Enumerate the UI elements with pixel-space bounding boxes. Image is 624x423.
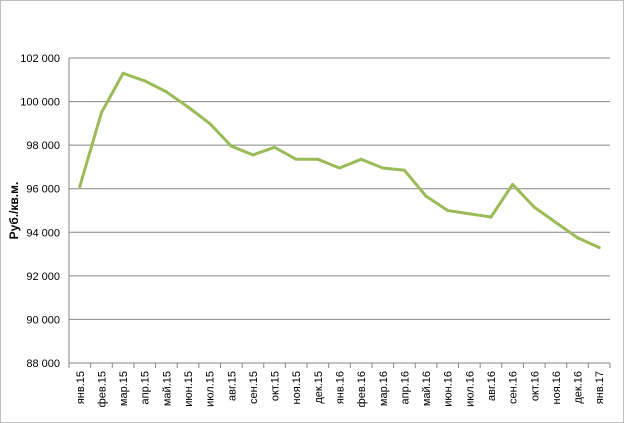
gridlines [69, 57, 610, 320]
y-tick-label: 88 000 [26, 358, 60, 370]
data-point [186, 105, 190, 109]
data-point [78, 185, 82, 189]
x-tick-label: июн.15 [183, 371, 195, 407]
x-tick-label: мар.16 [378, 371, 390, 406]
x-tick-label: ноя.16 [551, 371, 563, 404]
data-point [164, 90, 168, 94]
x-tick-label: янв.15 [75, 371, 87, 404]
data-point [273, 145, 277, 149]
data-point [381, 166, 385, 170]
x-tick-label: янв.16 [335, 371, 347, 404]
data-point [359, 157, 363, 161]
data-point [208, 121, 212, 125]
y-axis-label: Руб./кв.м. [7, 182, 21, 240]
axes [68, 58, 611, 368]
y-tick-label: 90 000 [26, 314, 60, 326]
data-point [229, 144, 233, 148]
series-layer [78, 71, 601, 250]
data-point [446, 209, 450, 212]
data-point [576, 236, 580, 240]
x-tick-label: мар.15 [118, 371, 130, 406]
x-tick-label: окт.16 [529, 371, 541, 401]
x-tick-label: авг.15 [226, 371, 238, 401]
y-tick-labels: 88 000 90 000 92 000 94 000 96 000 98 000 100 … [20, 53, 60, 370]
series-line [78, 71, 601, 249]
data-point [597, 246, 601, 250]
x-tick-label: янв.17 [594, 371, 606, 404]
data-point [532, 205, 536, 209]
x-tick-label: дек.15 [313, 371, 325, 404]
y-tick-label: 100 000 [20, 97, 60, 109]
x-tick-label: май.16 [421, 371, 433, 406]
data-point [251, 153, 255, 157]
x-tick-labels: янв.15 фев.15 мар.15 апр.15 май.15 июн.15 июл.… [75, 371, 606, 407]
data-point [316, 157, 320, 161]
y-tick-label: 98 000 [26, 140, 60, 152]
data-point [143, 79, 147, 83]
data-point [467, 212, 471, 216]
x-tick-label: сен.16 [508, 371, 520, 404]
data-point [554, 220, 558, 224]
data-point [489, 215, 493, 219]
x-tick-label: окт.15 [270, 371, 282, 401]
x-tick-label: ноя.15 [291, 371, 303, 404]
data-point [121, 71, 125, 75]
x-tick-label: июл.16 [464, 371, 476, 407]
data-point [402, 168, 406, 172]
x-tick-label: май.15 [161, 371, 173, 406]
data-point [424, 194, 428, 198]
x-tick-label: июн.16 [443, 371, 455, 407]
x-tick-label: авг.16 [486, 371, 498, 401]
x-tick-label: фев.15 [96, 371, 108, 407]
x-tick-label: апр.15 [140, 371, 152, 404]
x-tick-label: июл.15 [205, 371, 217, 407]
x-tick-label: дек.16 [573, 371, 585, 404]
x-tick-label: сен.15 [248, 371, 260, 404]
y-tick-label: 94 000 [26, 227, 60, 239]
y-tick-label: 92 000 [26, 271, 60, 283]
x-tick-label: фев.16 [356, 371, 368, 407]
y-tick-label: 96 000 [26, 184, 60, 196]
data-point [511, 182, 515, 186]
x-tick-label: апр.16 [399, 371, 411, 404]
y-tick-label: 102 000 [20, 53, 60, 65]
data-point [294, 157, 298, 161]
data-point [99, 110, 103, 114]
data-point [338, 166, 341, 170]
